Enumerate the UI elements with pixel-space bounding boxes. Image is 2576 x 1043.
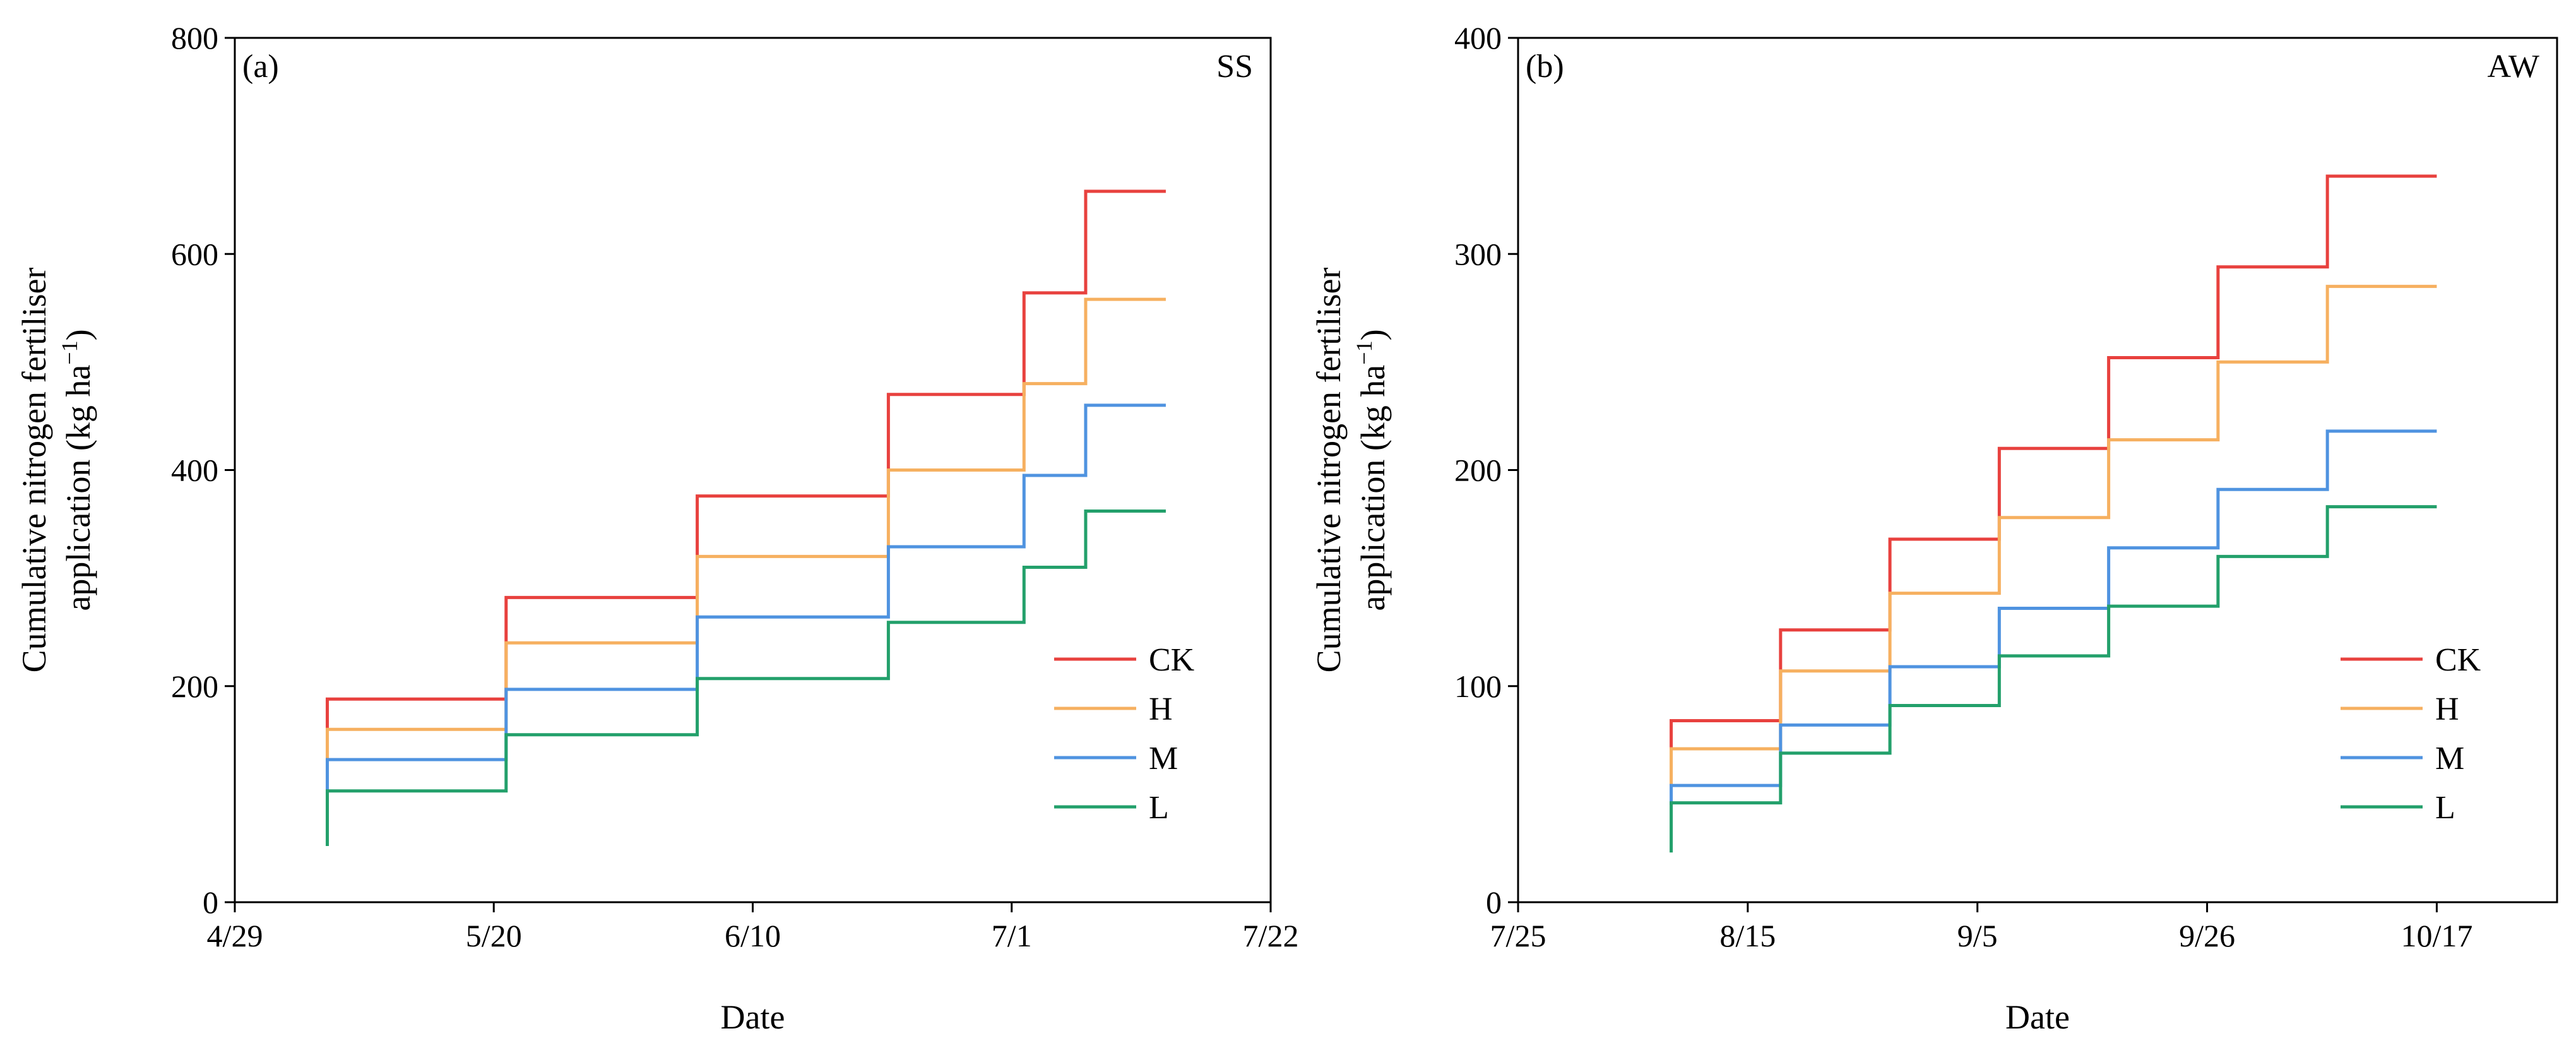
legend-label-m: M bbox=[1149, 741, 1178, 777]
y-tick-label: 0 bbox=[1486, 885, 1502, 920]
y-tick-label: 800 bbox=[171, 20, 218, 56]
x-tick-label: 5/20 bbox=[466, 918, 522, 953]
y-axis-label-close: ) bbox=[1354, 329, 1392, 340]
legend-label-l: L bbox=[2435, 790, 2455, 826]
y-tick-label: 300 bbox=[1454, 236, 1502, 271]
y-tick-label: 0 bbox=[203, 885, 218, 920]
y-tick-label: 400 bbox=[1454, 20, 1502, 56]
y-axis-label-units: application (kg ha bbox=[59, 365, 97, 611]
y-axis-label-superscript: −1 bbox=[57, 340, 82, 364]
panel-title: AW bbox=[2488, 49, 2539, 85]
x-tick-label: 7/25 bbox=[1490, 918, 1546, 953]
x-tick-label: 4/29 bbox=[207, 918, 263, 953]
panel-aw: 0 100 200 300 400 7/25 8/15 9/5 9/26 10/17 Date Cum… bbox=[1310, 20, 2558, 1036]
series-line-l bbox=[1670, 505, 2437, 853]
x-tick-label: 9/26 bbox=[2179, 918, 2235, 953]
x-tick-label: 7/1 bbox=[992, 918, 1032, 953]
x-tick-label: 7/22 bbox=[1243, 918, 1299, 953]
y-axis-label-line1: Cumulative nitrogen fertiliser bbox=[1310, 268, 1348, 673]
panel-ss: 0 200 400 600 800 4/29 5/20 6/10 7/1 7/22 Date Cumu… bbox=[15, 20, 1298, 1036]
legend-label-ck: CK bbox=[2435, 642, 2481, 678]
series-line-m bbox=[326, 403, 1166, 794]
legend-label-m: M bbox=[2435, 741, 2464, 777]
y-tick-label: 600 bbox=[171, 236, 218, 271]
panel-title: SS bbox=[1216, 49, 1253, 85]
x-tick-label: 10/17 bbox=[2401, 918, 2472, 953]
y-axis-label-superscript: −1 bbox=[1351, 340, 1377, 364]
panel-label: (b) bbox=[1526, 49, 1564, 85]
series-line-h bbox=[1670, 285, 2437, 786]
y-tick-label: 200 bbox=[171, 669, 218, 704]
x-tick-label: 8/15 bbox=[1719, 918, 1776, 953]
x-tick-label: 9/5 bbox=[1957, 918, 1998, 953]
y-axis-label-close: ) bbox=[59, 329, 97, 340]
x-axis-label: Date bbox=[721, 998, 785, 1036]
x-tick-label: 6/10 bbox=[725, 918, 781, 953]
plot-frame bbox=[1517, 37, 2558, 903]
series-line-ck bbox=[326, 189, 1166, 730]
y-tick-label: 400 bbox=[171, 453, 218, 488]
series-line-l bbox=[326, 510, 1166, 847]
y-axis-label-line2: application (kg ha−1) bbox=[57, 329, 97, 611]
y-axis-label-units: application (kg ha bbox=[1354, 365, 1392, 611]
legend-label-ck: CK bbox=[1149, 642, 1195, 678]
legend-label-h: H bbox=[1149, 691, 1173, 727]
panel-label: (a) bbox=[242, 49, 279, 85]
plot-frame bbox=[234, 37, 1272, 903]
series-line-ck bbox=[1670, 174, 2437, 749]
y-axis-label-line2: application (kg ha−1) bbox=[1351, 329, 1392, 611]
y-tick-label: 100 bbox=[1454, 669, 1502, 704]
series-line-m bbox=[1670, 429, 2437, 805]
y-tick-label: 200 bbox=[1454, 453, 1502, 488]
y-axis-label-line1: Cumulative nitrogen fertiliser bbox=[15, 268, 53, 673]
series-line-h bbox=[326, 297, 1166, 762]
legend-label-h: H bbox=[2435, 691, 2459, 727]
legend-label-l: L bbox=[1149, 790, 1169, 826]
x-axis-label: Date bbox=[2005, 998, 2070, 1036]
